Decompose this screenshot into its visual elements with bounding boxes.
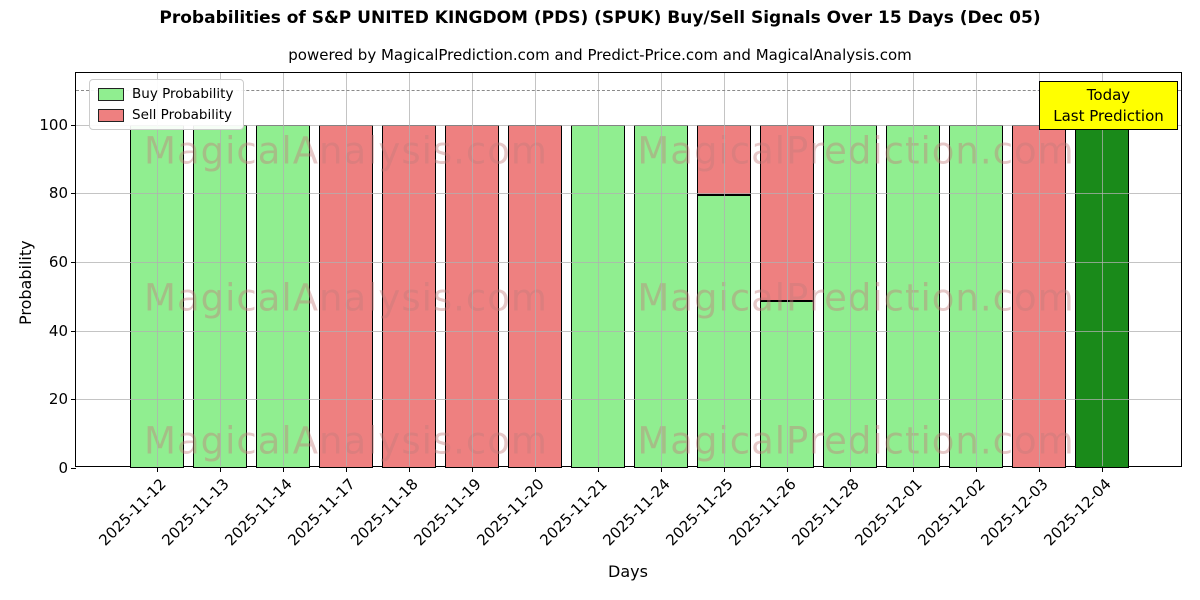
legend-item: Sell Probability [98,107,233,123]
legend-label: Buy Probability [132,86,234,102]
y-tick-mark [71,124,76,126]
buy-swatch-icon [98,87,124,101]
y-tick-label: 80 [48,184,68,203]
legend-label: Sell Probability [132,107,233,123]
legend-box: Buy Probability Sell Probability [89,79,245,130]
y-gridline [76,124,1181,126]
today-annotation-line2: Last Prediction [1053,106,1164,125]
x-tick-mark [1102,468,1103,472]
x-tick-mark [220,468,221,472]
x-gridline [850,73,851,466]
x-tick-mark [535,468,536,472]
x-tick-mark [724,468,725,472]
y-tick-mark [71,330,76,332]
x-tick-mark [472,468,473,472]
x-tick-mark [850,468,851,472]
legend-item: Buy Probability [98,86,233,102]
x-tick-mark [661,468,662,472]
y-tick-mark [71,399,76,401]
x-tick-mark [157,468,158,472]
plot-area: MagicalAnalysis.com MagicalPrediction.com… [39,72,1182,549]
chart-title: Probabilities of S&P UNITED KINGDOM (PDS… [159,8,1041,28]
x-tick-mark [283,468,284,472]
x-tick-mark [913,468,914,472]
today-annotation-line1: Today [1086,85,1131,104]
x-tick-mark [346,468,347,472]
x-tick-mark [976,468,977,472]
x-gridline [409,73,410,466]
y-tick-mark [71,193,76,195]
y-tick-label: 100 [39,115,68,134]
x-gridline [220,73,221,466]
x-gridline [346,73,347,466]
chart-subtitle: powered by MagicalPrediction.com and Pre… [288,46,912,64]
y-gridline [76,330,1181,332]
y-tick-label: 20 [48,390,68,409]
x-gridline [1102,73,1103,466]
y-tick-label: 0 [58,459,68,477]
x-gridline [535,73,536,466]
x-gridline [787,73,788,466]
y-tick-mark [71,468,76,469]
x-gridline [472,73,473,466]
x-gridline [661,73,662,466]
x-gridline [1039,73,1040,466]
x-gridline [157,73,158,466]
x-tick-mark [598,468,599,472]
x-tick-mark [409,468,410,472]
y-gridline [76,193,1181,195]
x-gridline [724,73,725,466]
x-axis-label: Days [608,562,648,581]
y-tick-label: 40 [48,321,68,340]
today-annotation-box: Today Last Prediction [1039,81,1178,130]
x-tick-mark [1039,468,1040,472]
upper-dashed-line [76,90,1181,92]
x-gridline [283,73,284,466]
y-tick-mark [71,261,76,263]
y-gridline [76,399,1181,401]
sell-swatch-icon [98,108,124,122]
x-gridline [598,73,599,466]
x-gridline [913,73,914,466]
x-tick-mark [787,468,788,472]
y-tick-label: 60 [48,252,68,271]
y-gridline [76,261,1181,263]
x-gridline [976,73,977,466]
